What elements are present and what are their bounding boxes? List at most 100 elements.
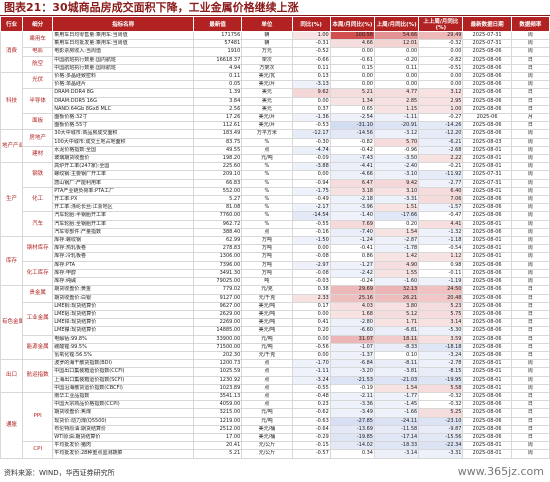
table-cell: 日: [510, 391, 550, 402]
table-cell: -8.11: [373, 359, 420, 369]
table-cell: 南华工业品指数: [52, 391, 195, 402]
table-cell: 开工率:PX: [52, 195, 195, 205]
table-cell: -2.18: [329, 195, 375, 205]
table-cell: -4.66: [329, 170, 375, 180]
table-cell: 14885.00: [193, 326, 243, 336]
table-cell: -0.57: [291, 449, 331, 459]
table-cell: 乘用车日均零售量:乘用车:当周值: [52, 30, 195, 41]
table-cell: 0.00: [291, 96, 331, 106]
subsector-cell: 化工: [22, 186, 54, 213]
table-cell: 周: [510, 39, 550, 49]
table-cell: 周: [510, 359, 550, 369]
table-cell: 2025-07-31: [462, 39, 512, 49]
table-cell: 202.30: [193, 350, 243, 361]
table-cell: 2025-08-06: [462, 129, 512, 139]
table-cell: -1.18: [418, 236, 464, 246]
table-cell: 2025-08-06: [462, 96, 512, 106]
table-cell: -3.81: [373, 367, 420, 377]
table-row: 化工库存 库存:PTA 7396.00 万吨 -2.97 -1.27 4.90 0.98 202…: [1, 260, 550, 287]
subsector-cell: 钢铁: [22, 162, 54, 188]
table-cell: 83.75: [193, 137, 243, 147]
table-cell: 2025-07-31: [462, 170, 512, 180]
column-header: 指标名称: [52, 16, 195, 32]
table-cell: 日: [510, 309, 550, 320]
table-cell: -21.03: [373, 375, 420, 385]
subsector-cell: 汽车: [22, 211, 54, 238]
table-cell: 79025.00: [193, 277, 243, 287]
table-cell: 周: [510, 170, 550, 180]
table-cell: 0.00: [373, 47, 420, 57]
table-cell: 2025-08-06: [462, 268, 512, 279]
table-cell: -27.85: [329, 416, 375, 426]
table-cell: 5.12: [373, 309, 420, 320]
table-cell: 汽车零部件:产量指数: [52, 227, 195, 238]
table-cell: 周: [510, 195, 550, 205]
table-cell: %: [241, 162, 293, 172]
table-cell: 万架次: [241, 63, 293, 74]
table-cell: 1219.00: [193, 416, 243, 426]
table-cell: 3541.13: [193, 391, 243, 402]
column-header: 数据频率: [510, 16, 550, 32]
table-cell: 31.07: [329, 334, 375, 344]
table-row: 100大中城市:成交土地占地面积 83.75% -0.30 -0.82 5.70 -6.2…: [1, 137, 550, 147]
table-cell: 278.83: [193, 244, 243, 254]
table-cell: 0.00: [291, 334, 331, 344]
table-row: 汽车 汽车轮胎:半钢胎开工率 7760.00% -14.54 -1.40 -17.66 -0…: [1, 211, 550, 238]
table-cell: 2.56: [193, 104, 243, 115]
table-cell: 元/吨: [241, 154, 293, 164]
table-cell: 周: [510, 252, 550, 262]
table-cell: -0.56: [291, 342, 331, 352]
table-cell: -2.78: [418, 359, 464, 369]
table-row: 工业金属 LME铜:现货结算价 9627.00 美元/吨 0.17 4.03 3.80 5.2…: [1, 301, 550, 336]
table-cell: -0.08: [291, 252, 331, 262]
table-row: 现货价:动力煤(Q5500) 1219.00 元/吨 -0.63 -27.85 -24.1…: [1, 416, 550, 426]
table-cell: 布伦特原油:期货结算价: [52, 424, 195, 434]
table-row: LME镍:现货结算价 14885.00 美元/吨 0.20 -6.60 -6.81 -5.3…: [1, 326, 550, 336]
column-header: 本周/月同比(%): [329, 16, 375, 32]
table-cell: 氢氧化锂:56.5%: [52, 350, 195, 361]
table-cell: 价格:单晶硅片: [52, 80, 195, 90]
table-cell: 日: [510, 400, 550, 410]
table-cell: -12.17: [291, 129, 331, 139]
table-cell: 平均批发价:猪肉: [52, 441, 195, 451]
table-cell: 779.02: [193, 285, 243, 295]
column-header: 最新值: [193, 16, 243, 32]
table-cell: -4.74: [291, 145, 331, 156]
table-cell: 元/吨: [241, 334, 293, 344]
table-cell: 2025-08-06: [462, 277, 512, 287]
table-row: 氢氧化锂:56.5% 202.30 元/千克 0.00 -1.37 0.10 -3.24 20…: [1, 350, 550, 361]
table-cell: -0.41: [329, 244, 375, 254]
data-table: 行业 细分 指标名称 最新值 单位 同比(%) 本周/月同比(%) 上周/月同比(%) 上上周/…: [0, 16, 550, 459]
table-cell: 5.75: [418, 309, 464, 320]
subsector-cell: 化工库存: [22, 260, 54, 287]
table-cell: 0.00: [329, 72, 375, 82]
table-cell: 3215.00: [193, 408, 243, 418]
table-cell: 7.69: [329, 219, 375, 229]
table-cell: 7396.00: [193, 260, 243, 270]
table-cell: 552.00: [193, 186, 243, 197]
header-row: 行业 细分 指标名称 最新值 单位 同比(%) 本周/月同比(%) 上周/月同比(%) 上上周/…: [0, 16, 550, 32]
table-cell: 2025-08-01: [462, 359, 512, 369]
sector-cell: 出口: [0, 359, 24, 393]
table-cell: 周: [510, 236, 550, 246]
table-cell: 12.01: [373, 39, 420, 49]
table-cell: 0.05: [193, 80, 243, 90]
sector-cell: 库存: [0, 236, 24, 287]
table-row: 科技 光伏 价格:多晶硅致密料 0.11 美元/瓦 0.13 0.00 0.00 0.00 202…: [0, 72, 550, 131]
table-cell: 2025-08-01: [462, 236, 512, 246]
table-cell: 5.70: [373, 137, 420, 147]
table-cell: 2025-08-01: [462, 449, 512, 459]
table-cell: -31.10: [329, 121, 375, 131]
table-cell: 1.55: [373, 268, 420, 279]
table-cell: 25.16: [329, 293, 375, 303]
table-cell: 0.11: [373, 63, 420, 74]
table-cell: -15.56: [418, 432, 464, 443]
table-cell: -3.24: [418, 350, 464, 361]
table-cell: LME镍:现货结算价: [52, 326, 195, 336]
table-row: 中国航班执行数量:国际航班 4.94 万架次 0.11 0.15 0.11 -0.51 202…: [1, 63, 550, 74]
table-cell: 1.15: [373, 104, 420, 115]
table-row: 乘用车日均批发量:乘用车:当周值 57481 辆 -0.31 4.66 12.01 -0.3…: [1, 39, 550, 49]
table-row: 库存 钢材库存 库存:螺纹钢 62.99 万吨 -1.50 -1.24 -2.87 -1.18 2…: [0, 236, 550, 287]
sector-cell: 生产: [0, 162, 24, 238]
table-cell: 183.49: [193, 129, 243, 139]
